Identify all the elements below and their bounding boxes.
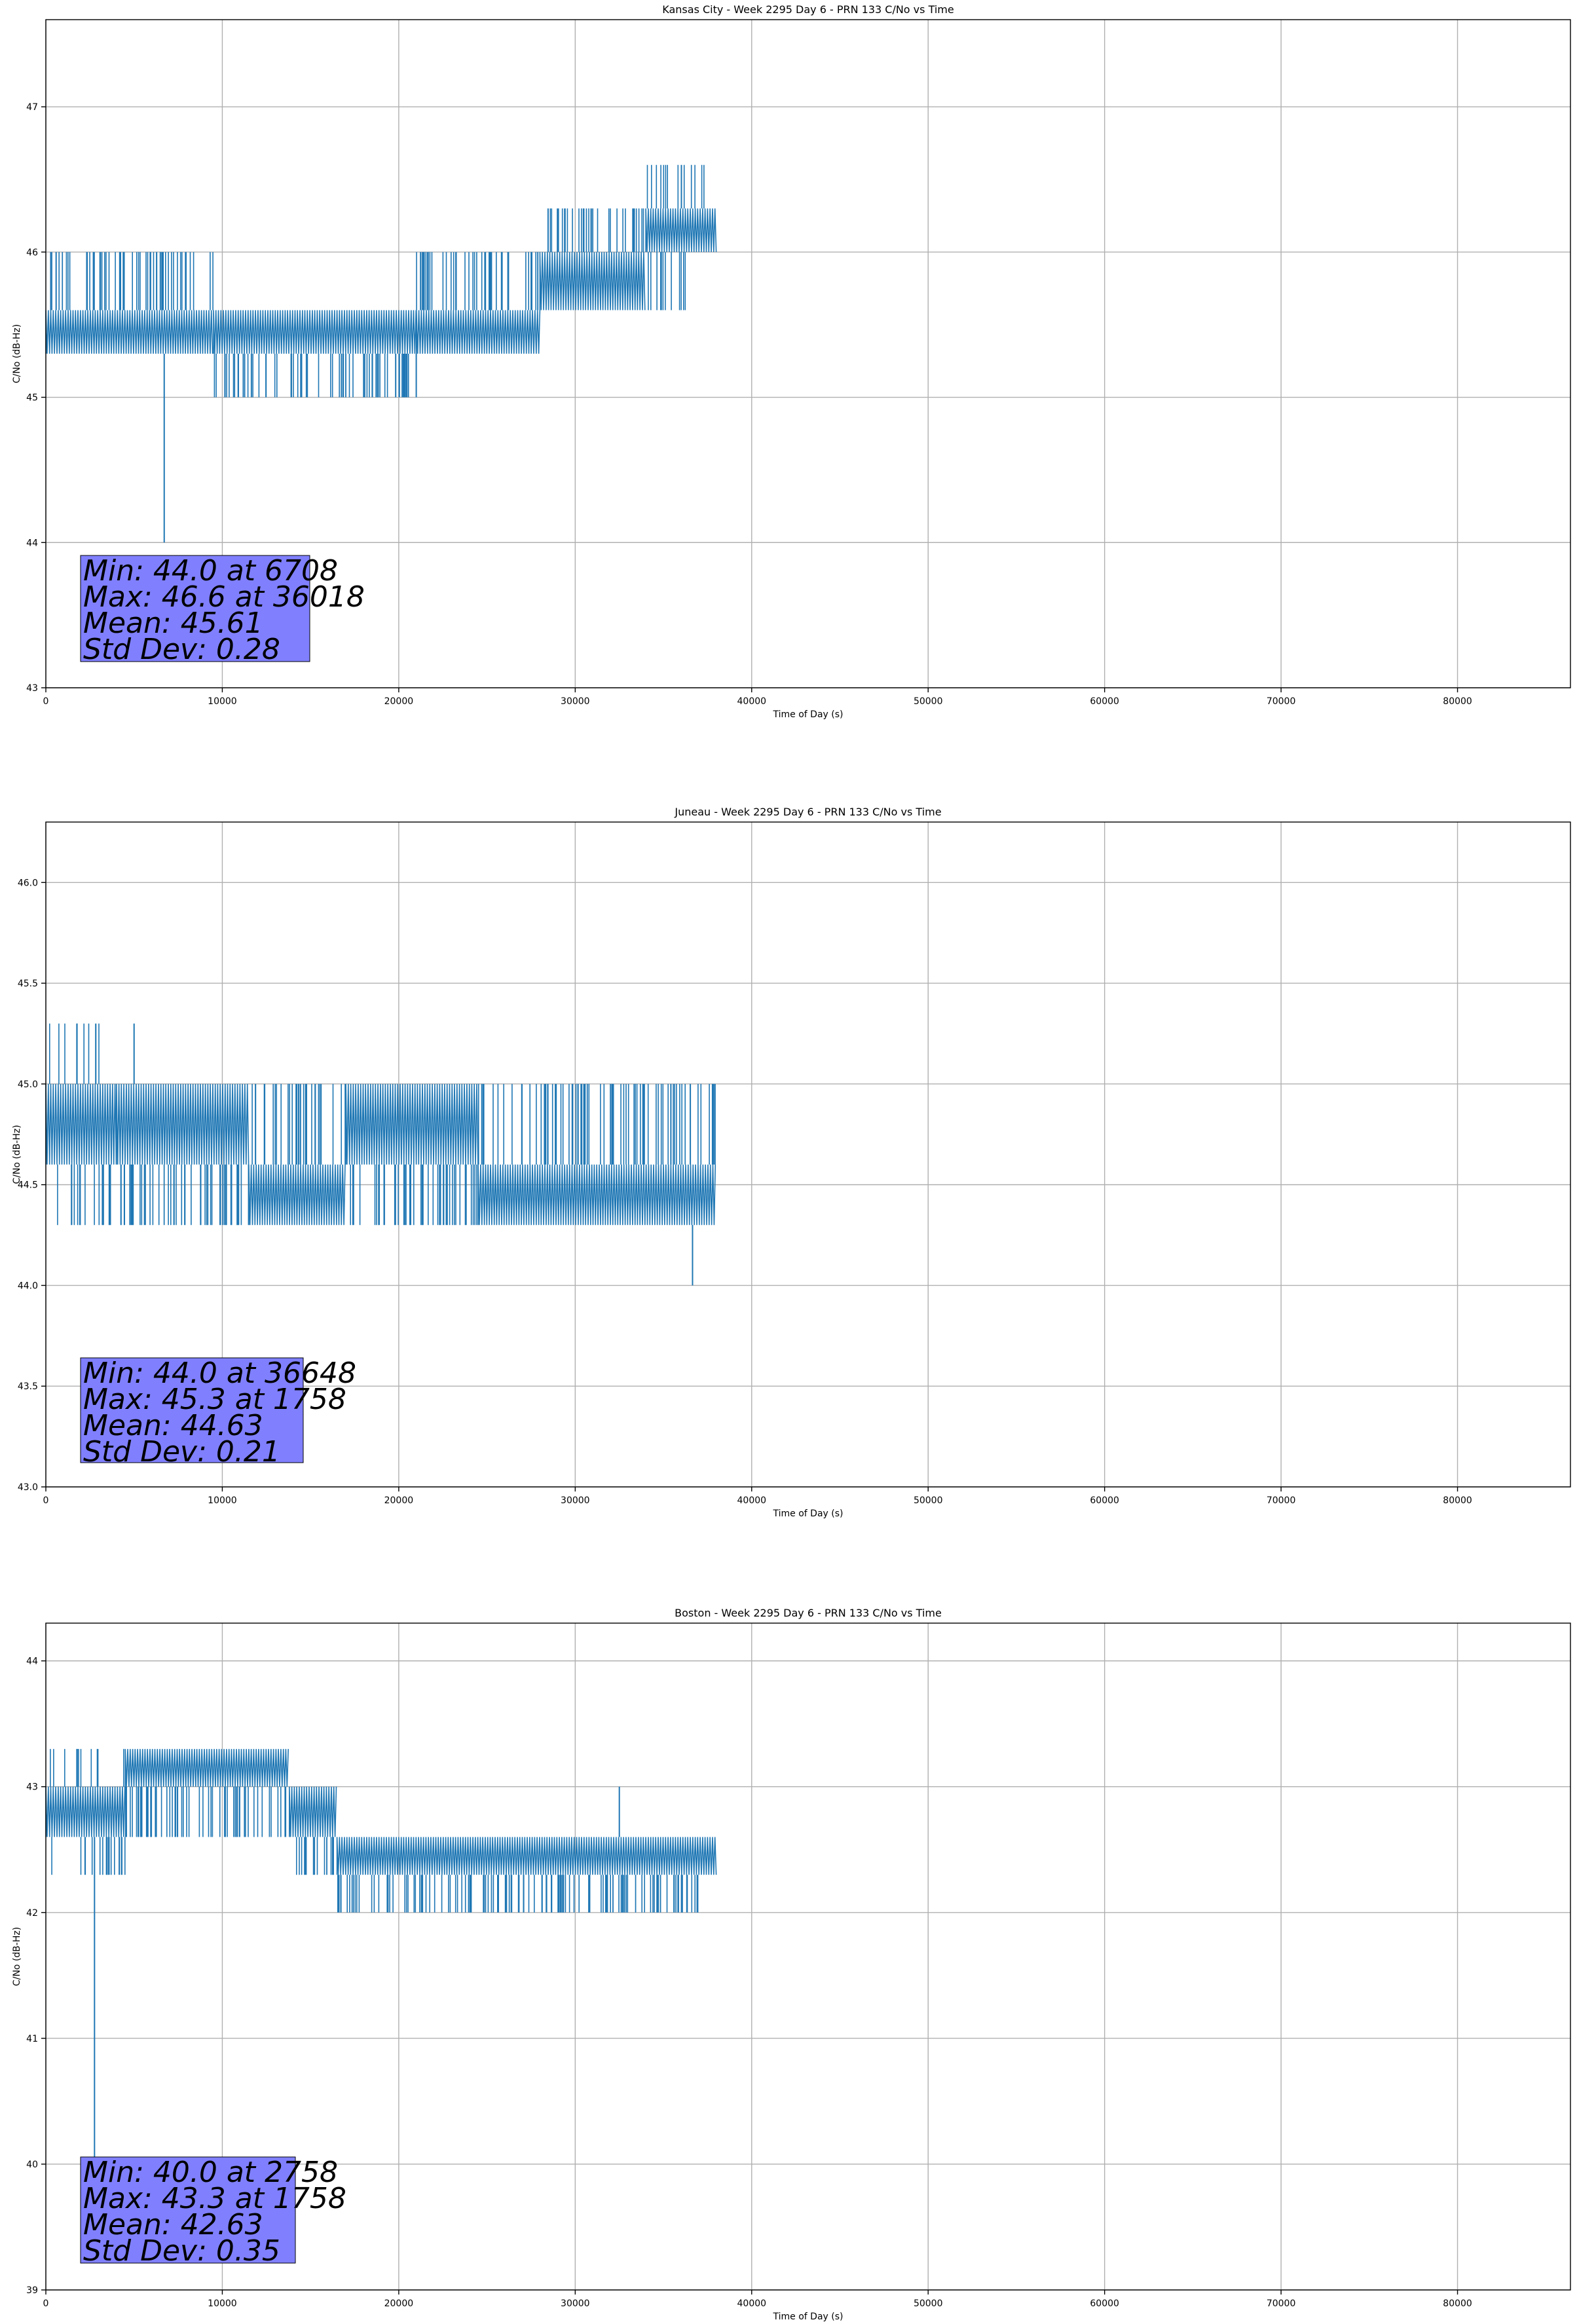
x-tick-label: 30000 [561, 1495, 590, 1506]
y-tick-label: 43 [26, 1782, 38, 1793]
x-tick-label: 10000 [208, 696, 237, 707]
y-tick-label: 44 [26, 1657, 38, 1667]
y-tick-label: 44.5 [18, 1180, 38, 1191]
y-tick-label: 43.5 [18, 1381, 38, 1392]
axes-frame [45, 821, 1571, 1488]
y-tick-label: 45.5 [18, 979, 38, 989]
data-trace [45, 164, 717, 398]
plot-area [46, 1623, 1570, 2290]
y-tick-label: 42 [26, 1908, 38, 1919]
x-tick-label: 60000 [1090, 1495, 1119, 1506]
x-tick-label: 10000 [208, 1495, 237, 1506]
y-axis-label: C/No (dB-Hz) [12, 324, 22, 383]
stats-line: Min: 40.0 at 2758 [83, 2156, 338, 2189]
x-tick-label: 60000 [1090, 696, 1119, 707]
y-tick-label: 43 [26, 683, 38, 694]
x-tick-label: 50000 [914, 1495, 943, 1506]
y-axis-label: C/No (dB-Hz) [12, 1927, 22, 1986]
stats-box [80, 2156, 296, 2264]
stats-line: Mean: 42.63 [83, 2208, 263, 2241]
y-tick-label: 44 [26, 538, 38, 548]
y-tick-label: 41 [26, 2034, 38, 2044]
x-axis-label: Time of Day (s) [773, 709, 844, 720]
y-tick-label: 39 [26, 2285, 38, 2296]
stats-line: Min: 44.0 at 6708 [83, 554, 338, 588]
x-tick-label: 40000 [737, 696, 767, 707]
y-tick-label: 40 [26, 2160, 38, 2170]
stats-line: Std Dev: 0.21 [83, 1435, 280, 1469]
y-tick-label: 45.0 [18, 1079, 38, 1090]
y-tick-label: 44.0 [18, 1281, 38, 1291]
stats-line: Mean: 44.63 [83, 1409, 263, 1442]
x-tick-label: 50000 [914, 696, 943, 707]
x-tick-label: 40000 [737, 1495, 767, 1506]
x-tick-label: 40000 [737, 2298, 767, 2309]
x-tick-label: 10000 [208, 2298, 237, 2309]
x-tick-label: 70000 [1267, 2298, 1296, 2309]
stats-line: Mean: 45.61 [83, 607, 263, 640]
x-tick-label: 30000 [561, 696, 590, 707]
chart-title: Kansas City - Week 2295 Day 6 - PRN 133 … [662, 3, 954, 16]
stats-line: Std Dev: 0.28 [83, 633, 280, 666]
x-tick-label: 20000 [384, 2298, 414, 2309]
stats-line: Max: 46.6 at 36018 [83, 580, 365, 614]
data-trace [45, 1749, 717, 1913]
data-trace [45, 1023, 716, 1226]
x-tick-label: 80000 [1443, 696, 1472, 707]
x-tick-label: 50000 [914, 2298, 943, 2309]
y-tick-label: 45 [26, 393, 38, 403]
x-tick-label: 20000 [384, 1495, 414, 1506]
stats-line: Max: 45.3 at 1758 [83, 1383, 346, 1416]
chart-title: Juneau - Week 2295 Day 6 - PRN 133 C/No … [674, 806, 941, 818]
y-tick-label: 46 [26, 248, 38, 258]
y-tick-label: 47 [26, 102, 38, 113]
y-axis-label: C/No (dB-Hz) [12, 1125, 22, 1184]
chart-1: 0 10000 20000 30000 40000 50000 60000 70000 8000… [12, 806, 1571, 1519]
x-tick-label: 80000 [1443, 2298, 1472, 2309]
x-axis-label: Time of Day (s) [773, 2312, 844, 2322]
stats-line: Min: 44.0 at 36648 [83, 1357, 356, 1390]
x-tick-label: 0 [43, 696, 49, 707]
chart-title: Boston - Week 2295 Day 6 - PRN 133 C/No … [675, 1607, 942, 1619]
chart-2: 0 10000 20000 30000 40000 50000 60000 70000 8000… [12, 1607, 1571, 2322]
x-tick-label: 60000 [1090, 2298, 1119, 2309]
axes-frame [45, 19, 1571, 688]
x-tick-label: 0 [43, 1495, 49, 1506]
x-axis-label: Time of Day (s) [773, 1509, 844, 1519]
stats-box [80, 555, 310, 662]
axes-frame [45, 1622, 1571, 2291]
y-tick-label: 43.0 [18, 1482, 38, 1493]
chart-0: 0 10000 20000 30000 40000 50000 60000 70000 8000… [12, 3, 1571, 720]
stats-box [80, 1357, 304, 1463]
x-tick-label: 20000 [384, 696, 414, 707]
y-tick-label: 46.0 [18, 878, 38, 888]
x-tick-label: 70000 [1267, 1495, 1296, 1506]
stats-line: Max: 43.3 at 1758 [83, 2182, 346, 2215]
x-tick-label: 0 [43, 2298, 49, 2309]
x-tick-label: 80000 [1443, 1495, 1472, 1506]
x-tick-label: 70000 [1267, 696, 1296, 707]
stats-line: Std Dev: 0.35 [83, 2234, 280, 2268]
x-tick-label: 30000 [561, 2298, 590, 2309]
